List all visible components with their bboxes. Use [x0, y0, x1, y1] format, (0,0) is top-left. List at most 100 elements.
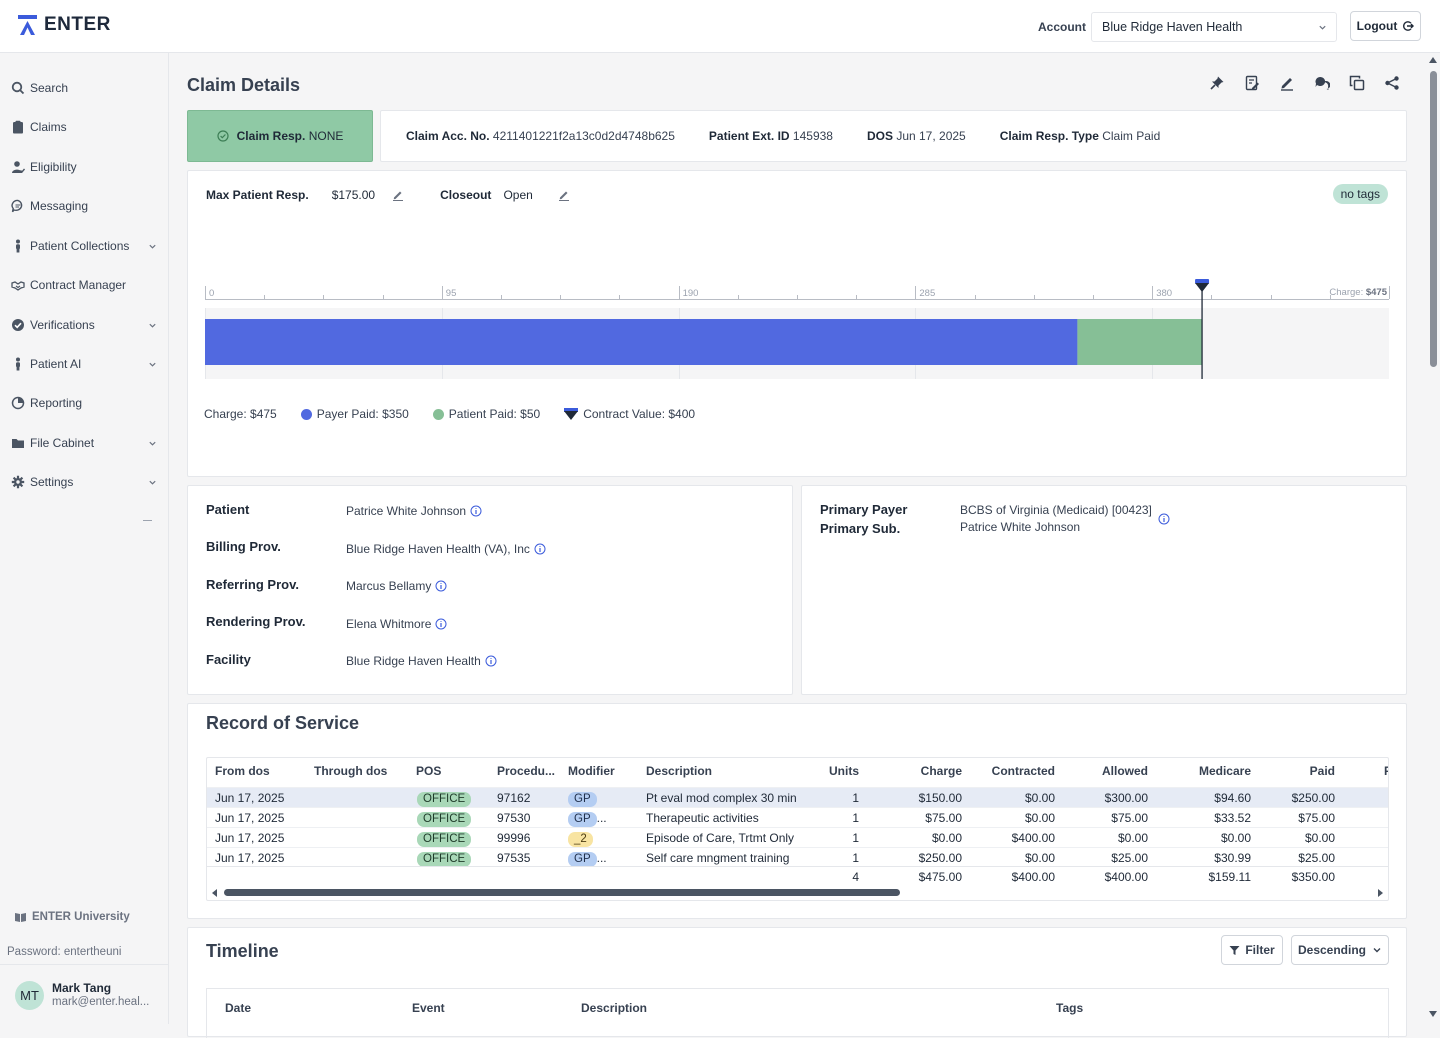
cell-paid: $25.00 [1298, 851, 1335, 865]
sidebar-item-file-cabinet[interactable]: File Cabinet [11, 433, 159, 453]
sidebar-item-label: Eligibility [30, 160, 77, 174]
cell-units: 1 [852, 791, 859, 805]
user-profile[interactable]: MT Mark Tang mark@enter.heal... [0, 964, 168, 1024]
scrollbar-thumb[interactable] [224, 889, 900, 896]
total-paid: $350.00 [1291, 870, 1335, 884]
modifier-badge: _2 [568, 832, 593, 847]
user-check-icon [12, 161, 25, 174]
cell-allowed: $0.00 [1117, 831, 1148, 845]
table-row[interactable]: Jun 17, 2025 OFFICE 97530 GP... Therapeutic … [207, 807, 1388, 827]
university-link[interactable]: ENTER University [14, 911, 130, 923]
edit-max-resp-icon[interactable] [392, 189, 404, 201]
sidebar-item-eligibility[interactable]: Eligibility [11, 157, 159, 177]
info-icon[interactable] [1158, 513, 1170, 525]
pencil-icon[interactable] [1279, 75, 1295, 91]
cell-medicare: $94.60 [1214, 791, 1251, 805]
col-charge[interactable]: Charge [920, 764, 962, 778]
patient-ext-id-label: Patient Ext. ID [708, 129, 790, 143]
legend-payer-paid: Payer Paid: $350 [300, 407, 409, 421]
sidebar-item-messaging[interactable]: Messaging [11, 196, 159, 216]
col-contracted[interactable]: Contracted [991, 764, 1055, 778]
col-units[interactable]: Units [829, 764, 859, 778]
col-paid[interactable]: Paid [1309, 764, 1335, 778]
sidebar-item-patient-collections[interactable]: Patient Collections [11, 236, 159, 256]
col-pos[interactable]: POS [416, 764, 442, 778]
sidebar-item-contract-manager[interactable]: Contract Manager [11, 275, 159, 295]
col-truncated[interactable]: P [1384, 764, 1388, 778]
filter-icon [1229, 945, 1240, 955]
sidebar-item-patient-ai[interactable]: Patient AI [11, 354, 159, 374]
cell-charge: $250.00 [918, 851, 962, 865]
sidebar-item-settings[interactable]: Settings [11, 472, 159, 492]
primary-sub-value: Patrice White Johnson [960, 520, 1081, 534]
col-description[interactable]: Description [646, 764, 713, 778]
scroll-left-icon[interactable] [211, 889, 219, 897]
cell-paid: $250.00 [1291, 791, 1335, 805]
sidebar-item-search[interactable]: Search [11, 78, 159, 98]
pos-badge: OFFICE [417, 832, 472, 847]
edit-closeout-icon[interactable] [558, 189, 570, 201]
info-icon[interactable] [435, 580, 447, 592]
page-scrollbar[interactable] [1427, 53, 1440, 1024]
cell-units: 1 [852, 831, 859, 845]
document-edit-icon[interactable] [1244, 75, 1260, 91]
primary-payer-value: BCBS of Virginia (Medicaid) [00423] [960, 503, 1152, 517]
col-allowed[interactable]: Allowed [1101, 764, 1148, 778]
cell-units: 1 [852, 851, 859, 865]
logout-button[interactable]: Logout [1350, 11, 1421, 41]
cell-from-dos: Jun 17, 2025 [215, 791, 285, 805]
clipboard-icon [13, 120, 23, 134]
info-icon[interactable] [534, 543, 546, 555]
claim-acc-no-label: Claim Acc. No. [406, 129, 490, 143]
sort-order-select[interactable]: Descending [1291, 935, 1389, 965]
col-event[interactable]: Event [412, 1001, 445, 1015]
filter-button[interactable]: Filter [1221, 935, 1283, 965]
account-select[interactable]: Blue Ridge Haven Health [1091, 12, 1337, 42]
axis-tick-label: 380 [1156, 288, 1172, 299]
chevron-down-icon [149, 323, 156, 328]
table-row[interactable]: Jun 17, 2025 OFFICE 97162 GP Pt eval mod com… [207, 787, 1388, 807]
col-medicare[interactable]: Medicare [1198, 764, 1251, 778]
col-procedure[interactable]: Procedu... [497, 764, 556, 778]
info-icon[interactable] [435, 618, 447, 630]
share-icon[interactable] [1384, 75, 1400, 91]
info-icon[interactable] [470, 505, 482, 517]
info-icon[interactable] [485, 655, 497, 667]
col-tags[interactable]: Tags [1056, 1001, 1084, 1015]
chat-icon[interactable] [1314, 75, 1330, 91]
tags-badge[interactable]: no tags [1332, 184, 1388, 204]
sidebar-item-label: Reporting [30, 396, 83, 410]
table-row[interactable]: Jun 17, 2025 OFFICE 97535 GP... Self care mn… [207, 847, 1388, 867]
sidebar-item-reporting[interactable]: Reporting [11, 393, 159, 413]
bar-segment-payer-paid [205, 319, 1078, 365]
cell-charge: $150.00 [918, 791, 962, 805]
account-label: Account [1038, 20, 1086, 34]
claim-resp-type-value: Claim Paid [1102, 129, 1161, 143]
scrollbar-thumb[interactable] [1430, 71, 1437, 367]
cell-medicare: $33.52 [1214, 811, 1251, 825]
sidebar-item-verifications[interactable]: Verifications [11, 315, 159, 335]
col-date[interactable]: Date [225, 1001, 252, 1015]
ros-title: Record of Service [206, 713, 360, 733]
patient-value: Patrice White Johnson [346, 504, 482, 518]
copy-icon[interactable] [1349, 75, 1365, 91]
scroll-up-icon[interactable] [1429, 57, 1437, 63]
sidebar-item-claims[interactable]: Claims [11, 117, 159, 137]
scroll-down-icon[interactable] [1429, 1011, 1437, 1017]
col-modifier[interactable]: Modifier [568, 764, 615, 778]
table-row[interactable]: Jun 17, 2025 OFFICE 99996 _2 Episode of Care… [207, 827, 1388, 847]
axis-tick-label: 95 [446, 288, 457, 299]
contract-marker-head [1195, 283, 1210, 292]
col-from-dos[interactable]: From dos [215, 764, 270, 778]
cell-pos: OFFICE [417, 791, 472, 807]
sidebar-item-label: Contract Manager [30, 278, 127, 292]
col-description[interactable]: Description [581, 1001, 648, 1015]
sidebar-collapse-handle[interactable] [143, 520, 152, 521]
horizontal-scrollbar[interactable] [207, 885, 1388, 900]
total-charge: $475.00 [918, 870, 962, 884]
legend-charge: Charge: $475 [204, 407, 277, 421]
scroll-right-icon[interactable] [1376, 889, 1384, 897]
col-through-dos[interactable]: Through dos [314, 764, 388, 778]
pin-icon[interactable] [1209, 75, 1225, 91]
app-logo[interactable]: ENTER [17, 14, 111, 36]
